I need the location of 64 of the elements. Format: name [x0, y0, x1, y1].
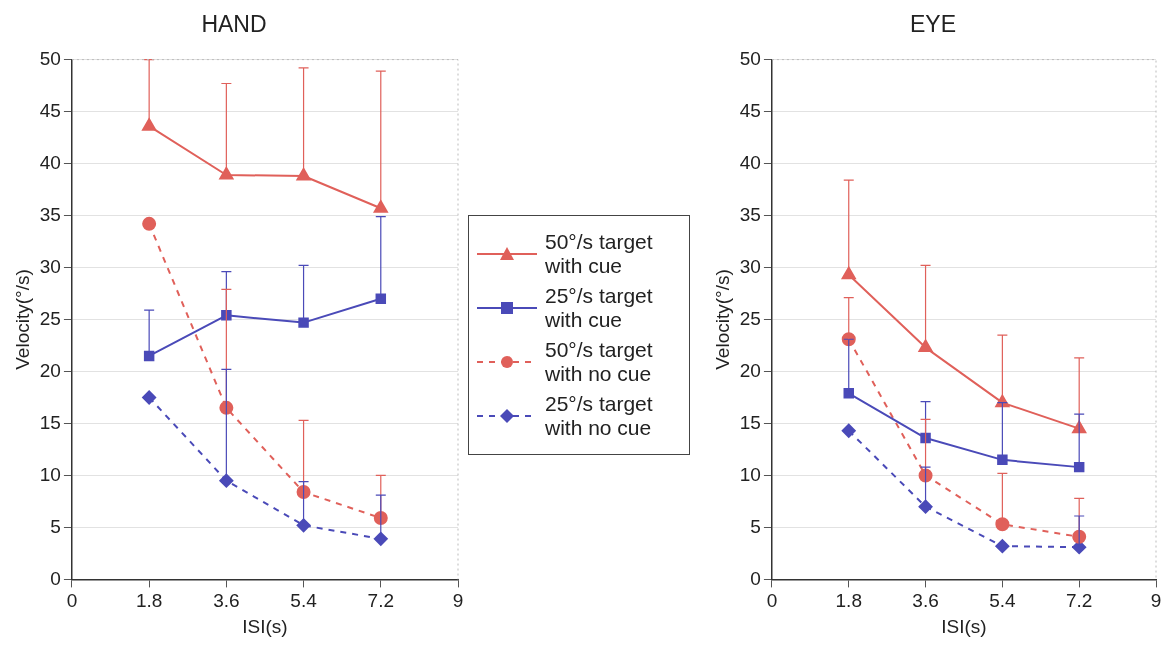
- x-tick-label: 7.2: [367, 590, 394, 612]
- y-tick-label: 15: [39, 411, 61, 433]
- point: [142, 216, 157, 231]
- x-axis-title: ISI(s): [941, 615, 987, 637]
- y-axis-title: Velocity(°/s): [11, 269, 33, 370]
- x-tick-label: 1.8: [835, 590, 862, 612]
- y-tick-label: 50: [39, 47, 61, 69]
- y-tick-label: 20: [39, 359, 61, 381]
- x-tick-label: 1.8: [135, 590, 163, 612]
- legend-label: 50°/s target with no cue: [545, 338, 654, 386]
- y-tick-label: 5: [50, 515, 61, 537]
- chart-title: EYE: [909, 11, 957, 38]
- point: [841, 423, 856, 438]
- point: [219, 473, 234, 488]
- y-tick-label: 10: [739, 463, 761, 485]
- point: [296, 518, 311, 533]
- y-tick-label: 20: [739, 359, 761, 381]
- point: [373, 200, 388, 213]
- y-tick-label: 40: [39, 151, 61, 173]
- y-tick-label: 15: [739, 411, 761, 433]
- y-tick-label: 30: [739, 255, 761, 277]
- y-tick-label: 5: [750, 515, 761, 537]
- point: [841, 266, 856, 280]
- point: [843, 388, 854, 399]
- x-tick-label: 3.6: [213, 590, 240, 612]
- y-tick-label: 25: [39, 307, 61, 329]
- point: [918, 499, 933, 514]
- y-tick-label: 45: [39, 99, 61, 121]
- point: [142, 118, 157, 131]
- point: [142, 390, 157, 405]
- x-tick-label: 7.2: [1065, 590, 1093, 612]
- y-tick-label: 35: [39, 203, 61, 225]
- point: [375, 293, 387, 304]
- y-tick-label: 50: [739, 47, 761, 69]
- y-tick-label: 0: [750, 567, 761, 589]
- legend-label: 25°/s target with cue: [545, 284, 654, 332]
- point: [995, 517, 1010, 532]
- y-tick-label: 40: [739, 151, 761, 173]
- y-tick-label: 45: [739, 99, 761, 121]
- point: [918, 339, 933, 353]
- legend-label: 50°/s target with cue: [545, 230, 654, 278]
- point: [997, 454, 1008, 466]
- x-tick-label: 0: [66, 590, 78, 612]
- chart-title: HAND: [201, 11, 267, 38]
- x-tick-label: 9: [1150, 590, 1162, 612]
- y-axis-title: Velocity(°/s): [711, 269, 733, 370]
- x-tick-label: 0: [766, 590, 778, 612]
- x-tick-label: 5.4: [290, 590, 318, 612]
- y-tick-label: 25: [739, 307, 761, 329]
- y-tick-label: 10: [39, 463, 61, 485]
- legend-label: 25°/s target with no cue: [545, 392, 654, 440]
- point: [298, 317, 309, 328]
- point: [1073, 461, 1085, 473]
- y-tick-label: 30: [39, 255, 61, 277]
- x-tick-label: 5.4: [989, 590, 1017, 612]
- point: [296, 168, 311, 181]
- x-tick-label: 3.6: [912, 590, 939, 612]
- y-tick-label: 0: [50, 567, 61, 589]
- x-axis-title: ISI(s): [242, 615, 288, 637]
- point: [219, 167, 234, 180]
- point: [373, 531, 388, 546]
- x-tick-label: 9: [452, 590, 464, 612]
- point: [995, 539, 1010, 554]
- y-tick-label: 35: [739, 203, 761, 225]
